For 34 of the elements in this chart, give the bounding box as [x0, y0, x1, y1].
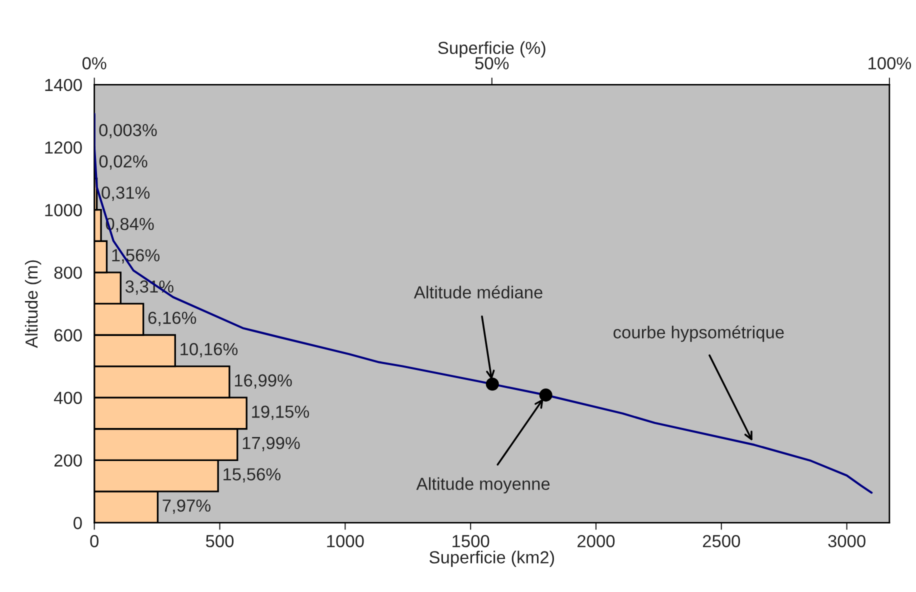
data-label: 6,16% [148, 312, 196, 326]
x-tick-label: 1500 [452, 535, 490, 548]
x2-tick-label: 50% [475, 57, 509, 70]
y-tick-label: 1200 [45, 141, 82, 154]
x-tick-label: 0 [90, 535, 98, 548]
data-label: 10,16% [180, 343, 238, 358]
x-tick-label: 1000 [327, 535, 364, 548]
y-tick-label: 0 [74, 516, 82, 530]
data-label: 17,99% [242, 436, 300, 452]
annotation: Altitude moyenne [416, 477, 550, 494]
data-label: 19,15% [252, 406, 310, 420]
x-axis-title: Superficie (km2) [429, 550, 554, 567]
y-tick-label: 1000 [45, 204, 82, 216]
x2-axis-title: Superficie (%) [438, 41, 546, 58]
y-tick-label: 1400 [45, 78, 82, 92]
y-tick-label: 800 [54, 266, 82, 279]
annotation: courbe hypsométrique [614, 326, 784, 342]
data-label: 15,56% [224, 468, 280, 483]
data-label: 0,02% [99, 155, 148, 170]
y-axis-title: Altitude (m) [24, 260, 42, 348]
x2-tick-label: 0% [82, 57, 106, 70]
x2-tick-label: 100% [868, 57, 912, 70]
y-tick-label: 600 [54, 329, 82, 342]
x-tick-label: 2500 [702, 535, 740, 548]
y-tick-label: 400 [54, 392, 82, 404]
annotation: Altitude médiane [414, 286, 542, 298]
data-label: 0,31% [102, 186, 150, 201]
data-label: 16,99% [234, 374, 292, 389]
x-tick-label: 2000 [578, 535, 615, 548]
data-label: 0,003% [99, 124, 157, 138]
x-tick-label: 500 [206, 535, 234, 548]
x-tick-label: 3000 [828, 535, 866, 548]
data-label: 7,97% [162, 499, 210, 514]
y-tick-label: 200 [54, 454, 82, 467]
